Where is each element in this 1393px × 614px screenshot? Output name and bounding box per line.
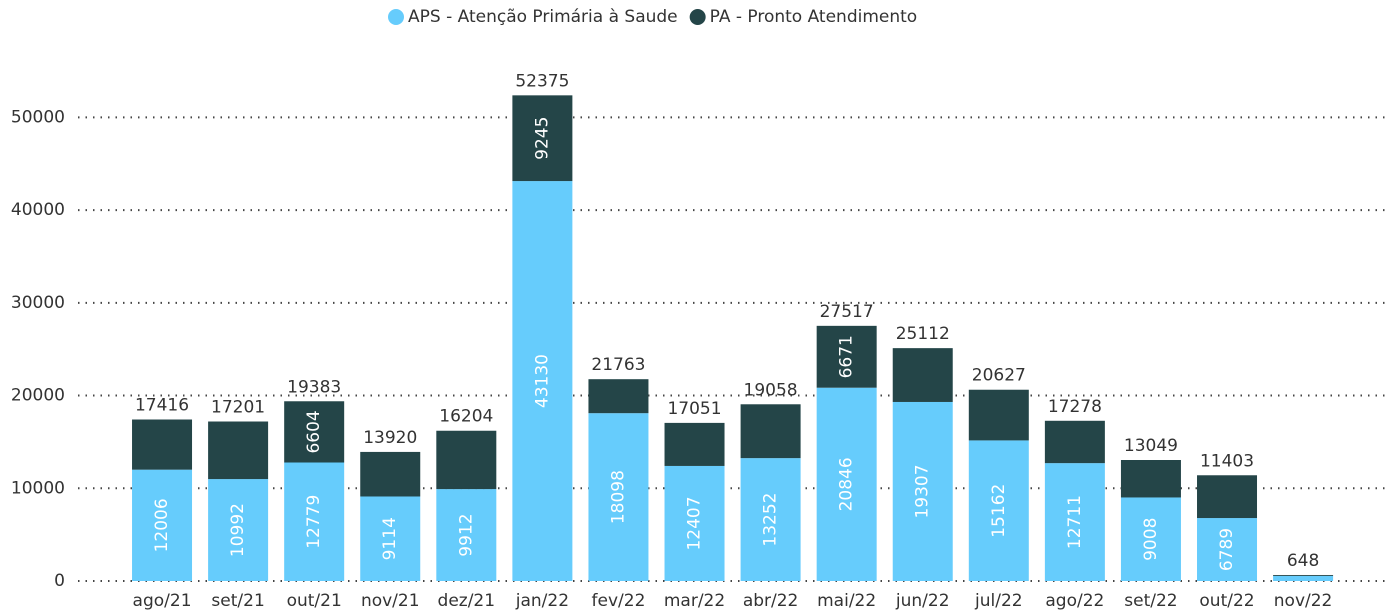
x-tick-label: abr/22	[743, 591, 799, 611]
legend-marker	[388, 9, 404, 25]
bar-segment	[1273, 575, 1334, 581]
bar-segment	[436, 489, 497, 581]
x-tick-label: mar/22	[664, 591, 725, 611]
data-label: 18098	[608, 470, 628, 524]
x-tick-label: jan/22	[515, 591, 569, 611]
data-label: 9008	[1141, 518, 1161, 561]
total-label: 19058	[744, 380, 798, 400]
x-tick-label: nov/21	[361, 591, 420, 611]
x-tick-label: fev/22	[592, 591, 646, 611]
bar-segment	[512, 95, 573, 182]
y-tick-label: 10000	[11, 478, 65, 498]
y-tick-label: 30000	[11, 293, 65, 313]
y-tick-label: 40000	[11, 200, 65, 220]
total-label: 21763	[591, 355, 645, 375]
total-label: 25112	[896, 324, 950, 344]
bar-segment	[132, 419, 193, 470]
x-tick-label: out/21	[287, 591, 342, 611]
total-label: 52375	[515, 71, 569, 91]
bar-segment	[968, 389, 1029, 441]
data-label: 12711	[1065, 495, 1085, 549]
y-tick-label: 20000	[11, 386, 65, 406]
bar-segment	[968, 440, 1029, 581]
data-label: 6789	[1217, 528, 1237, 571]
x-tick-label: jun/22	[895, 591, 950, 611]
bar-segment	[664, 465, 725, 581]
bar-segment	[1044, 420, 1105, 464]
bar-segment	[740, 458, 801, 581]
data-label: 6604	[304, 410, 324, 453]
total-label: 17201	[211, 397, 265, 417]
data-label: 12779	[304, 495, 324, 549]
bar-segment	[892, 401, 953, 581]
bar-segment	[1197, 518, 1258, 581]
y-tick-label: 0	[54, 571, 65, 591]
bar-segment	[740, 404, 801, 459]
bar-segment	[208, 479, 269, 581]
data-label: 12006	[152, 498, 172, 552]
x-tick-label: jul/22	[974, 591, 1023, 611]
total-label: 13920	[363, 428, 417, 448]
bar-segment	[284, 401, 345, 463]
bar-segment	[588, 413, 649, 581]
bar-segment	[1273, 574, 1334, 576]
bar-segment	[816, 325, 877, 388]
total-label: 17278	[1048, 397, 1102, 417]
bar-segment	[360, 451, 421, 497]
x-tick-label: ago/22	[1045, 591, 1104, 611]
x-tick-label: nov/22	[1274, 591, 1333, 611]
bar-segment	[132, 469, 193, 581]
bar-segment	[208, 421, 269, 480]
x-tick-label: set/22	[1124, 591, 1177, 611]
total-label: 648	[1287, 551, 1319, 571]
data-label: 9245	[532, 117, 552, 160]
data-label: 6671	[837, 335, 857, 378]
bar-segment	[588, 379, 649, 414]
bar-segment	[436, 430, 497, 490]
bar-segment	[1120, 497, 1181, 581]
x-tick-label: set/21	[211, 591, 264, 611]
bar-segment	[664, 422, 725, 466]
data-label: 9114	[380, 517, 400, 560]
bar-segment	[816, 387, 877, 581]
bar-segment	[284, 462, 345, 581]
total-label: 13049	[1124, 436, 1178, 456]
legend-marker	[689, 9, 706, 25]
total-label: 27517	[820, 302, 874, 322]
data-label: 12407	[685, 496, 705, 550]
legend-label: PA - Pronto Atendimento	[710, 7, 918, 27]
bar-segment	[1197, 475, 1258, 519]
y-tick-label: 50000	[11, 107, 65, 127]
total-label: 11403	[1200, 451, 1254, 471]
total-label: 17051	[667, 399, 721, 419]
bar-segment	[892, 348, 953, 402]
x-tick-label: out/22	[1199, 591, 1254, 611]
legend-label: APS - Atenção Primária à Saude	[408, 7, 678, 27]
bar-segment	[1120, 460, 1181, 498]
data-label: 13252	[761, 493, 781, 547]
x-tick-label: mai/22	[817, 591, 876, 611]
total-label: 20627	[972, 366, 1026, 386]
bar-segment	[1044, 463, 1105, 581]
data-label: 20846	[837, 457, 857, 511]
data-label: 15162	[989, 484, 1009, 538]
total-label: 19383	[287, 377, 341, 397]
bar-segment	[512, 181, 573, 582]
total-label: 17416	[135, 396, 189, 416]
data-label: 9912	[456, 513, 476, 556]
x-tick-label: ago/21	[133, 591, 192, 611]
total-label: 16204	[439, 407, 493, 427]
data-label: 10992	[228, 503, 248, 557]
data-label: 19307	[913, 464, 933, 518]
data-label: 43130	[532, 354, 552, 408]
bar-segment	[360, 496, 421, 581]
x-tick-label: dez/21	[438, 591, 496, 611]
